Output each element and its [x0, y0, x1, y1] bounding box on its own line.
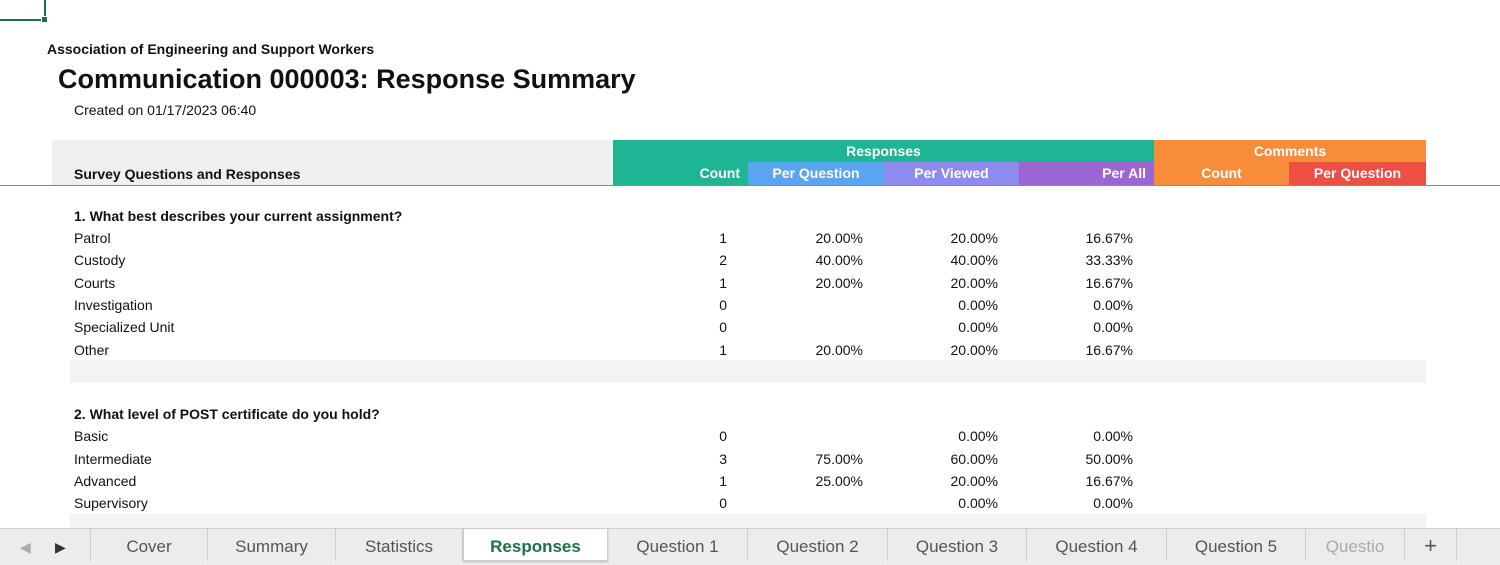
question-row[interactable]: 2. What level of POST certificate do you… — [70, 403, 1426, 425]
organization-name: Association of Engineering and Support W… — [47, 41, 375, 57]
answer-per-viewed: 20.00% — [950, 473, 998, 489]
answer-per-question: 40.00% — [815, 252, 863, 268]
answer-per-all: 16.67% — [1085, 275, 1133, 291]
answer-per-all: 16.67% — [1085, 473, 1133, 489]
sheet-tab-bar: ◀ ▶ Cover Summary Statistics Responses Q… — [0, 528, 1500, 565]
tab-cover[interactable]: Cover — [91, 529, 208, 561]
tab-question-3[interactable]: Question 3 — [888, 529, 1027, 561]
question-row[interactable]: 1. What best describes your current assi… — [70, 205, 1426, 227]
tab-question-1[interactable]: Question 1 — [608, 529, 748, 561]
answer-per-all: 0.00% — [1093, 428, 1133, 444]
question-spacer — [70, 360, 1426, 383]
per-viewed-header: Per Viewed — [884, 162, 1019, 185]
answer-row[interactable]: Supervisory 0 0.00% 0.00% — [70, 492, 1426, 514]
answer-count: 1 — [719, 342, 727, 358]
answer-per-all: 16.67% — [1085, 230, 1133, 246]
answer-per-viewed: 0.00% — [958, 495, 998, 511]
answer-per-all: 0.00% — [1093, 495, 1133, 511]
tab-statistics[interactable]: Statistics — [336, 529, 463, 561]
created-date: Created on 01/17/2023 06:40 — [74, 102, 257, 118]
answer-label: Specialized Unit — [74, 319, 175, 335]
answer-label: Supervisory — [74, 495, 148, 511]
answer-per-all: 16.67% — [1085, 342, 1133, 358]
answer-count: 0 — [719, 495, 727, 511]
answer-label: Advanced — [74, 473, 137, 489]
answer-row[interactable]: Courts 1 20.00% 20.00% 16.67% — [70, 272, 1426, 294]
answer-count: 3 — [719, 451, 727, 467]
answer-label: Custody — [74, 252, 126, 268]
answer-per-all: 50.00% — [1085, 451, 1133, 467]
answer-per-question: 20.00% — [815, 230, 863, 246]
tab-divider — [90, 529, 91, 561]
question-title: 1. What best describes your current assi… — [74, 208, 403, 224]
answer-count: 0 — [719, 428, 727, 444]
answer-per-question: 20.00% — [815, 342, 863, 358]
answer-per-viewed: 40.00% — [950, 252, 998, 268]
answer-label: Investigation — [74, 297, 153, 313]
tab-question-4[interactable]: Question 4 — [1027, 529, 1167, 561]
answer-row[interactable]: Intermediate 3 75.00% 60.00% 50.00% — [70, 448, 1426, 470]
add-sheet-button[interactable]: + — [1405, 529, 1457, 561]
survey-header-label: Survey Questions and Responses — [74, 166, 301, 182]
survey-header-cell: Survey Questions and Responses — [52, 140, 613, 185]
page-title: Communication 000003: Response Summary — [58, 64, 636, 94]
count-header: Count — [613, 162, 748, 185]
answer-row[interactable]: Patrol 1 20.00% 20.00% 16.67% — [70, 227, 1426, 249]
answer-per-viewed: 20.00% — [950, 230, 998, 246]
answer-count: 0 — [719, 297, 727, 313]
fill-handle[interactable] — [41, 16, 48, 23]
answer-per-all: 0.00% — [1093, 297, 1133, 313]
tab-responses[interactable]: Responses — [463, 529, 608, 561]
answer-per-viewed: 20.00% — [950, 275, 998, 291]
comment-per-question-header: Per Question — [1289, 162, 1426, 185]
answer-label: Basic — [74, 428, 109, 444]
answer-label: Intermediate — [74, 451, 152, 467]
per-all-header: Per All — [1019, 162, 1154, 185]
answer-row[interactable]: Other 1 20.00% 20.00% 16.67% — [70, 339, 1426, 361]
tab-summary[interactable]: Summary — [208, 529, 336, 561]
answer-count: 1 — [719, 275, 727, 291]
answer-label: Patrol — [74, 230, 111, 246]
answer-per-viewed: 0.00% — [958, 319, 998, 335]
prev-sheet-icon[interactable]: ◀ — [20, 539, 31, 555]
next-sheet-icon[interactable]: ▶ — [55, 539, 66, 555]
answer-row[interactable]: Specialized Unit 0 0.00% 0.00% — [70, 316, 1426, 338]
answer-count: 2 — [719, 252, 727, 268]
answer-label: Courts — [74, 275, 116, 291]
answer-row[interactable]: Basic 0 0.00% 0.00% — [70, 425, 1426, 447]
answer-row[interactable]: Advanced 1 25.00% 20.00% 16.67% — [70, 470, 1426, 492]
responses-header: Responses — [613, 140, 1154, 162]
answer-row[interactable]: Investigation 0 0.00% 0.00% — [70, 294, 1426, 316]
answer-count: 1 — [719, 230, 727, 246]
answer-per-all: 0.00% — [1093, 319, 1133, 335]
tab-question-5[interactable]: Question 5 — [1167, 529, 1306, 561]
answer-row[interactable]: Custody 2 40.00% 40.00% 33.33% — [70, 249, 1426, 271]
answer-per-viewed: 60.00% — [950, 451, 998, 467]
tab-question-2[interactable]: Question 2 — [748, 529, 888, 561]
answer-per-viewed: 0.00% — [958, 297, 998, 313]
comment-count-header: Count — [1154, 162, 1289, 185]
per-question-header: Per Question — [748, 162, 884, 185]
tab-question-6-truncated[interactable]: Questio — [1306, 529, 1405, 561]
cell-selection-cursor[interactable] — [0, 0, 48, 23]
answer-per-question: 20.00% — [815, 275, 863, 291]
question-title: 2. What level of POST certificate do you… — [74, 406, 380, 422]
answer-count: 1 — [719, 473, 727, 489]
answer-count: 0 — [719, 319, 727, 335]
comments-header: Comments — [1154, 140, 1426, 162]
answer-per-question: 25.00% — [815, 473, 863, 489]
header-divider — [0, 185, 1500, 186]
answer-per-all: 33.33% — [1085, 252, 1133, 268]
answer-label: Other — [74, 342, 110, 358]
answer-per-viewed: 20.00% — [950, 342, 998, 358]
answer-per-question: 75.00% — [815, 451, 863, 467]
answer-per-viewed: 0.00% — [958, 428, 998, 444]
